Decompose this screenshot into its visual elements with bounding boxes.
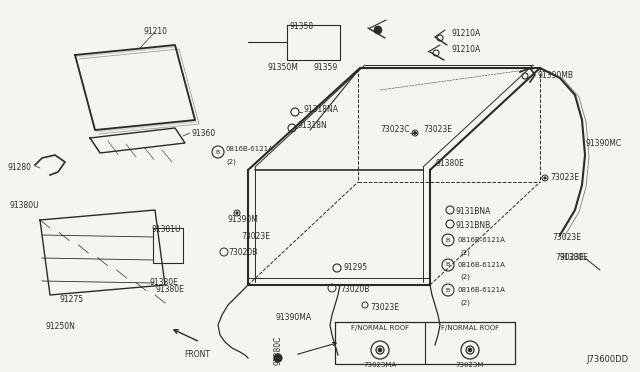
Text: 91390MB: 91390MB xyxy=(537,71,573,80)
Circle shape xyxy=(236,212,238,214)
Circle shape xyxy=(544,177,546,179)
Text: 91360: 91360 xyxy=(192,128,216,138)
Text: 73020B: 73020B xyxy=(340,285,369,294)
Text: 73023M: 73023M xyxy=(456,362,484,368)
Text: 73023E: 73023E xyxy=(552,234,581,243)
Text: F/NORMAL ROOF: F/NORMAL ROOF xyxy=(441,325,499,331)
Text: 91210A: 91210A xyxy=(452,45,481,55)
Text: 91350M: 91350M xyxy=(268,63,299,72)
Text: 91295: 91295 xyxy=(344,263,368,273)
Text: 91210: 91210 xyxy=(143,27,167,36)
Text: 73023MA: 73023MA xyxy=(364,362,397,368)
Text: 9131BNB: 9131BNB xyxy=(456,221,492,230)
Text: 91318N: 91318N xyxy=(298,121,328,130)
Text: 9131BNA: 9131BNA xyxy=(456,207,492,216)
Text: 91275: 91275 xyxy=(60,295,84,304)
Text: 73023E: 73023E xyxy=(555,253,584,263)
Text: B: B xyxy=(446,263,450,267)
Text: 91359: 91359 xyxy=(313,63,337,72)
Text: 73023E: 73023E xyxy=(550,173,579,183)
Text: 73023E: 73023E xyxy=(241,232,270,241)
Text: 73023E: 73023E xyxy=(370,303,399,312)
Circle shape xyxy=(274,354,282,362)
Text: B: B xyxy=(446,288,450,292)
Text: 73023E: 73023E xyxy=(423,125,452,135)
Text: 91380E: 91380E xyxy=(560,253,589,263)
Text: 91380E: 91380E xyxy=(150,278,179,287)
Text: 73020B: 73020B xyxy=(228,248,257,257)
Text: (2): (2) xyxy=(460,299,470,305)
Circle shape xyxy=(413,131,417,135)
Text: 91380E: 91380E xyxy=(435,158,464,167)
Text: 0816B-6121A: 0816B-6121A xyxy=(226,146,274,152)
Text: 91390M: 91390M xyxy=(227,215,258,224)
Text: 91380E: 91380E xyxy=(155,285,184,294)
Text: 0816B-6121A: 0816B-6121A xyxy=(457,237,505,243)
Text: 91380C: 91380C xyxy=(273,335,282,365)
Text: 91318NA: 91318NA xyxy=(303,105,338,114)
Text: 91210A: 91210A xyxy=(452,29,481,38)
Text: (2): (2) xyxy=(226,159,236,165)
Circle shape xyxy=(378,348,382,352)
Text: 91358: 91358 xyxy=(290,22,314,31)
Text: F/NORMAL ROOF: F/NORMAL ROOF xyxy=(351,325,409,331)
Text: 91381U: 91381U xyxy=(152,225,182,234)
Text: B: B xyxy=(216,150,220,154)
Text: 91390MC: 91390MC xyxy=(585,138,621,148)
Text: 91250N: 91250N xyxy=(45,322,75,331)
Circle shape xyxy=(374,26,382,34)
Text: (2): (2) xyxy=(460,274,470,280)
Text: 0816B-6121A: 0816B-6121A xyxy=(457,287,505,293)
Text: J73600DD: J73600DD xyxy=(586,355,628,364)
Text: (2): (2) xyxy=(460,249,470,256)
Text: 73023C: 73023C xyxy=(380,125,410,135)
Text: B: B xyxy=(446,237,450,243)
Text: FRONT: FRONT xyxy=(184,350,210,359)
Text: 91280: 91280 xyxy=(8,164,32,173)
Text: 0816B-6121A: 0816B-6121A xyxy=(457,262,505,268)
Text: 91380U: 91380U xyxy=(10,201,40,209)
Circle shape xyxy=(468,348,472,352)
Text: 91390MA: 91390MA xyxy=(276,313,312,322)
